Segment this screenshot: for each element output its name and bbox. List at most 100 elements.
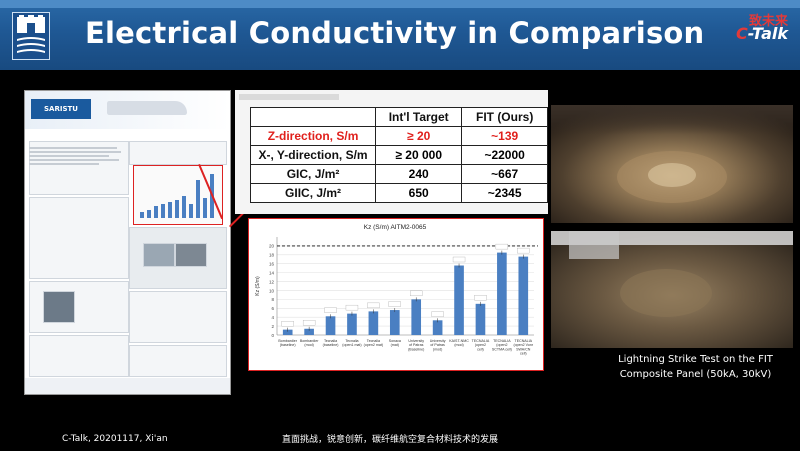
castle-icon [13, 13, 49, 59]
y-tick-label: 16 [269, 262, 275, 267]
caption-line-1: Lightning Strike Test on the FIT [618, 354, 773, 365]
y-tick-label: 18 [269, 253, 275, 258]
poster-section [129, 345, 227, 377]
table-header-cell: Int'l Target [375, 107, 463, 127]
airplane-image [107, 101, 187, 115]
poster-section [29, 281, 129, 333]
data-label-box [452, 256, 466, 263]
poster-chart-highlight [133, 165, 223, 225]
header-band [0, 0, 800, 8]
poster-section [29, 335, 129, 377]
data-label-box [517, 247, 530, 254]
y-tick-label: 12 [269, 279, 275, 284]
data-label-box [302, 320, 316, 326]
ours-value: ~667 [461, 164, 548, 184]
data-label-box [281, 321, 294, 327]
x-tick-label: Tecnalia (baseline) [323, 339, 339, 347]
table-header-cell [249, 107, 377, 127]
chart-bar [368, 311, 379, 335]
lightning-test-photo-2 [551, 231, 793, 348]
row-label: GIIC, J/m² [249, 183, 377, 203]
table-row: GIC, J/m² 240 ~667 [249, 164, 548, 184]
row-label: Z-direction, S/m [249, 126, 377, 146]
ctalk-logo-en: C-Talk [736, 24, 788, 43]
ctalk-logo-cn: 致未来 [748, 14, 788, 29]
ours-value: ~22000 [461, 145, 548, 165]
university-logo [12, 12, 50, 60]
comparison-table-panel: Int'l Target FIT (Ours) Z-direction, S/m… [235, 90, 548, 214]
slide-header: Electrical Conductivity in Comparison 致未… [0, 0, 800, 70]
chart-bar [475, 303, 486, 335]
table-row: X-, Y-direction, S/m ≥ 20 000 ~22000 [249, 145, 548, 165]
data-label-box [324, 307, 337, 313]
poster-section [29, 197, 129, 279]
slide-title: Electrical Conductivity in Comparison [85, 16, 705, 50]
chart-bar [454, 265, 464, 335]
chart-bar [432, 320, 443, 335]
x-tick-label: Bombardier (baseline) [278, 339, 297, 347]
lightning-test-photo-1 [551, 105, 793, 223]
x-tick-label: University of Patras (mod) [430, 339, 446, 351]
chart-bar [304, 328, 314, 335]
data-label-box [495, 243, 509, 250]
ctalk-logo-rest: -Talk [747, 24, 788, 43]
comparison-table: Int'l Target FIT (Ours) Z-direction, S/m… [249, 107, 548, 203]
chart-bar [518, 256, 529, 335]
y-tick-label: 4 [271, 315, 274, 320]
target-value: ≥ 20 000 [375, 145, 463, 165]
chart-bar [325, 316, 336, 335]
photo-caption: Lightning Strike Test on the FIT Composi… [598, 352, 793, 382]
poster-photo [175, 243, 207, 267]
target-value: 240 [375, 164, 463, 184]
chart-bar [389, 310, 400, 335]
table-row: Z-direction, S/m ≥ 20 ~139 [249, 126, 548, 146]
poster-project-badge: SARISTU [31, 99, 91, 119]
side-watermark [4, 150, 14, 410]
y-tick-label: 2 [271, 324, 274, 329]
chart-bar [497, 252, 507, 335]
y-tick-label: 10 [269, 288, 275, 293]
x-tick-label: University of Patras (Baseline) [408, 339, 424, 351]
y-tick-label: 14 [269, 270, 275, 275]
table-caption-blur [239, 94, 339, 100]
table-row: GIIC, J/m² 650 ~2345 [249, 183, 548, 203]
ours-value: ~2345 [461, 183, 548, 203]
poster-section [29, 141, 129, 195]
row-label: X-, Y-direction, S/m [249, 145, 377, 165]
data-label-box [431, 311, 444, 317]
footer-event: C-Talk, 20201117, Xi'an [62, 434, 168, 444]
y-tick-label: 8 [271, 297, 274, 302]
composite-panel-image [551, 105, 793, 223]
data-label-box [367, 302, 380, 309]
x-tick-label: TECNALIA (open2 Vonr SWA/CN cell) [513, 339, 533, 356]
poster-section [129, 141, 227, 165]
x-tick-label: Tecnalia (open2 mat) [364, 339, 383, 347]
data-label-box [410, 290, 423, 297]
caption-line-2: Composite Panel (50kA, 30kV) [619, 369, 772, 380]
ctalk-logo-c: C [736, 24, 748, 43]
x-tick-label: Tecnalia (open1 mat) [342, 339, 361, 347]
research-poster-thumbnail: SARISTU [24, 90, 231, 395]
x-tick-label: Bombardier (mod) [300, 339, 319, 347]
poster-photo [43, 291, 75, 323]
row-label: GIC, J/m² [249, 164, 377, 184]
x-tick-label: TECNALIA (open2 SCTMA cell) [492, 339, 512, 351]
y-tick-label: 20 [269, 244, 275, 249]
composite-panel-image [551, 231, 793, 348]
poster-photo [143, 243, 175, 267]
chart-title: Kz (S/m) AITM2-0065 [364, 224, 427, 231]
poster-footer-logos [25, 378, 230, 394]
chart-bar [411, 299, 422, 335]
data-label-box [474, 295, 487, 301]
x-tick-label: TECNALIA (open2 cell) [472, 339, 490, 351]
target-value: ≥ 20 [375, 126, 463, 146]
x-tick-label: KAIST-NMC (mod) [449, 339, 469, 347]
ours-value: ~139 [461, 126, 548, 146]
x-tick-label: Sonaca (mat) [389, 339, 401, 347]
chart-bar [347, 313, 357, 335]
chart-bar [282, 329, 293, 335]
y-axis-label: Kz (S/m) [255, 276, 261, 296]
y-tick-label: 0 [271, 333, 274, 338]
kz-chart-panel: Kz (S/m) AITM2-0065 Kz (S/m) 0 2 4 6 8 10 12 14 16… [248, 218, 544, 371]
ctalk-logo: 致未来 C-Talk [700, 8, 790, 43]
